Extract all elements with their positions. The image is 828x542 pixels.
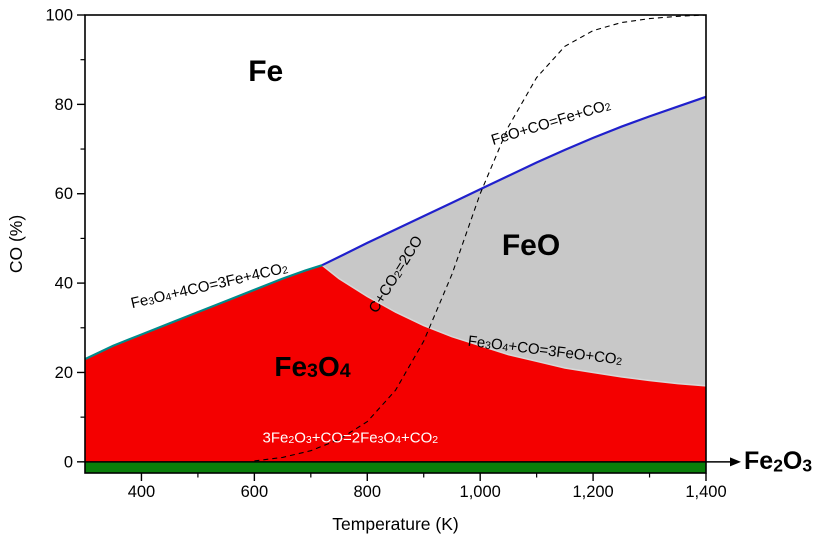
y-tick-label: 80 [55,96,73,114]
region-label-feo: FeO [502,229,560,262]
y-axis-title: CO (%) [6,215,26,273]
region-fe3o4 [85,265,706,462]
x-tick-label: 800 [354,483,382,501]
region-label-fe2o3: Fe2O3 [744,447,812,476]
x-axis-title: Temperature (K) [332,514,458,534]
curve-boudouard [254,14,707,462]
y-tick-label: 0 [64,453,73,471]
plot-frame [84,14,707,474]
y-tick-label: 100 [45,7,73,25]
x-tick-label: 1,000 [460,483,501,501]
x-tick-label: 400 [128,483,156,501]
x-tick-label: 1,400 [685,483,726,501]
region-feo [322,96,706,386]
curve-fe-feo-boundary [321,95,707,267]
x-tick-label: 600 [241,483,269,501]
y-tick-label: 60 [55,185,73,203]
y-tick-label: 40 [55,275,73,293]
region-label-fe: Fe [248,54,283,87]
reaction-label-4: 3Fe2O3+CO=2Fe3O4+CO2 [263,429,439,446]
fe2o3-arrowhead-icon [730,457,741,467]
region-fe2o3 [85,461,706,473]
x-tick-label: 1,200 [572,483,613,501]
region-label-fe3o4: Fe3O4 [274,351,350,383]
y-tick-label: 20 [55,364,73,382]
curve-fe-fe3o4-boundary [84,264,323,361]
curve-fe3o4-feo-boundary [321,264,707,387]
